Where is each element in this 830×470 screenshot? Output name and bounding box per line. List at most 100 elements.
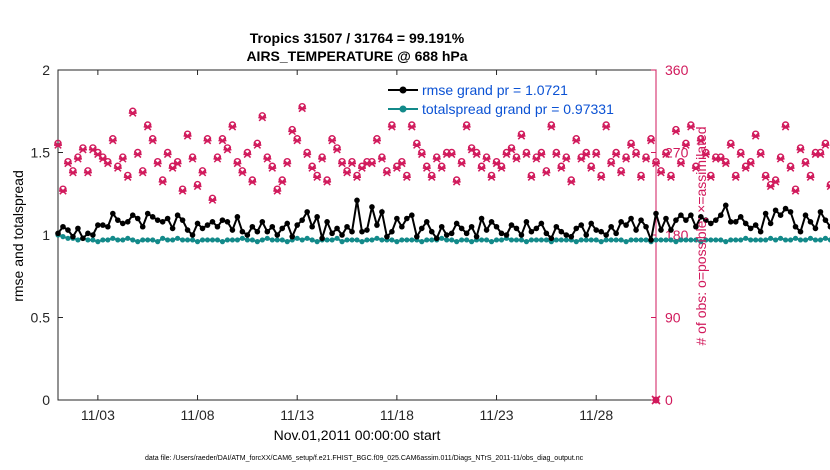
totalspread-point (683, 237, 689, 243)
rmse-point (493, 223, 500, 230)
obs-assimilated-point (437, 164, 446, 172)
rmse-series (55, 197, 830, 244)
rmse-point (65, 227, 71, 233)
obs-assimilated-point (477, 164, 486, 172)
obs-possible-point (413, 139, 421, 148)
totalspread-point (733, 237, 739, 243)
obs-assimilated-point (751, 132, 760, 140)
rmse-point (204, 222, 211, 228)
totalspread-point (493, 237, 500, 243)
totalspread-point (254, 239, 260, 245)
obs-assimilated-point (781, 123, 790, 131)
totalspread-point (483, 237, 490, 243)
obs-assimilated-point (133, 150, 142, 159)
totalspread-point (374, 235, 380, 241)
obs-assimilated-point (801, 159, 810, 168)
totalspread-point (339, 239, 345, 245)
obs-possible-point (781, 121, 790, 129)
obs-assimilated-point (123, 173, 132, 181)
obs-possible-point (119, 153, 127, 161)
obs-assimilated-point (592, 150, 601, 159)
obs-assimilated-point (158, 178, 167, 186)
obs-possible-point (403, 171, 411, 180)
totalspread-point (488, 239, 495, 245)
totalspread-point (608, 237, 614, 243)
totalspread-point (209, 237, 216, 243)
obs-possible-point (318, 153, 326, 161)
rmse-point (817, 209, 824, 215)
obs-possible-point (283, 157, 291, 166)
totalspread-point (269, 237, 275, 243)
obs-assimilated-point (83, 168, 92, 177)
obs-assimilated-point (731, 173, 740, 181)
obs-possible-point (457, 157, 466, 166)
obs-assimilated-point (512, 155, 521, 163)
rmse-point (249, 223, 256, 230)
rmse-point (90, 232, 96, 238)
x-axis: 11/03 11/08 11/13 11/18 11/23 11/28 (81, 70, 613, 423)
obs-possible-point (751, 130, 760, 138)
rmse-point (603, 232, 609, 238)
obs-assimilated-point (821, 141, 830, 149)
obs-assimilated-point (562, 155, 571, 163)
obs-possible-point (771, 176, 780, 184)
obs-assimilated-point (377, 155, 386, 163)
obs-assimilated-point (248, 178, 257, 186)
obs-possible-point (692, 162, 700, 170)
obs-assimilated-point (183, 132, 192, 140)
obs-possible-point (826, 180, 830, 189)
totalspread-point (728, 237, 734, 243)
obs-possible-point (477, 162, 486, 170)
totalspread-point (160, 235, 166, 241)
totalspread-point (787, 237, 794, 243)
rmse-point (478, 215, 485, 222)
totalspread-point (807, 235, 814, 241)
legend-spread-label: totalspread grand pr = 0.97331 (422, 101, 614, 117)
obs-possible-point (243, 148, 252, 157)
obs-assimilated-point (806, 173, 815, 181)
obs-assimilated-point (452, 178, 461, 186)
obs-assimilated-point (527, 173, 536, 181)
obs-possible-point (423, 162, 431, 170)
obs-assimilated-point (602, 123, 611, 131)
rmse-point (80, 235, 86, 242)
totalspread-point (498, 237, 505, 243)
rmse-point (199, 225, 206, 232)
rmse-point (807, 219, 814, 225)
obs-assimilated-point (298, 104, 307, 113)
totalspread-point (424, 237, 430, 243)
rmse-point (129, 212, 136, 218)
y-axis-left: 0 0.5 1 1.5 2 (31, 62, 63, 408)
totalspread-point (379, 237, 385, 243)
rmse-point (518, 232, 525, 238)
totalspread-point (294, 235, 300, 241)
totalspread-point (234, 237, 240, 243)
obs-assimilated-point (213, 155, 222, 163)
obs-possible-point (487, 171, 496, 180)
rmse-point (747, 225, 754, 232)
obs-possible-point (482, 153, 491, 161)
obs-assimilated-point (647, 136, 656, 145)
obs-assimilated-point (338, 159, 347, 168)
rmse-point (678, 212, 684, 218)
obs-assimilated-point (203, 136, 212, 145)
y2-tick-label: 360 (665, 62, 689, 78)
obs-assimilated-point (258, 113, 267, 122)
obs-possible-point (408, 121, 416, 129)
obs-assimilated-point (318, 155, 327, 163)
obs-assimilated-point (642, 155, 651, 163)
obs-possible-point (263, 153, 271, 161)
legend-rmse-label: rmse grand pr = 1.0721 (422, 82, 568, 98)
obs-possible-point (333, 144, 341, 152)
rmse-point (742, 220, 749, 227)
totalspread-point (145, 237, 151, 243)
y-tick-label: 2 (42, 62, 50, 78)
obs-possible-point (173, 157, 182, 166)
rmse-point (628, 215, 634, 222)
rmse-point (294, 222, 301, 228)
totalspread-point (633, 237, 639, 243)
obs-possible-point (642, 153, 650, 161)
x-tick-label: 11/28 (579, 407, 613, 423)
obs-assimilated-point (522, 150, 531, 159)
